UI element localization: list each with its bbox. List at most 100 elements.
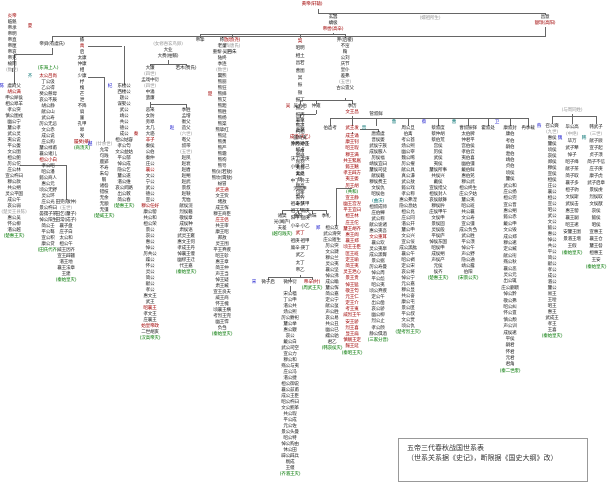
weizi-qi: 微子启 (261, 280, 274, 286)
qi-jiang-chain-entry: 乙公得 (41, 86, 55, 91)
cao-chain-entry: 曹叔振铎 (459, 126, 477, 131)
jin-chain-entry: 顷公弃疾 (369, 289, 387, 295)
song-chain-entry: 武公司空 (281, 346, 299, 351)
jin-chain-entry: 厉公寿曼 (369, 265, 387, 271)
zhou-kings-chain-entry: 懿王囏 (345, 164, 359, 170)
cao-chain-entry: 穆公武 (461, 180, 475, 185)
zhao-chain-entry: 惠文王何 (177, 240, 195, 245)
connector-line (150, 102, 151, 104)
song-chain-entry: 釐公举 (283, 322, 297, 327)
jin-chain-entry: 庄伯鱓 (371, 210, 385, 216)
connector-line (316, 110, 317, 114)
qi-jiang-chain-entry: 献公山 (41, 110, 55, 115)
shang-chain-entry: 报丁 (295, 98, 305, 104)
chu-chain-entry: 熊渠 (217, 122, 227, 127)
qin-chain-entry: 女防 (145, 114, 155, 119)
chu-chain-entry: 重黎·吴回 (212, 50, 232, 55)
qi2-chain-entry: 简公春 (117, 198, 131, 203)
leizu-note-entry: (嫘祖所生) (419, 16, 441, 21)
cao-chain-entry: 桓公终生 (459, 186, 477, 191)
yan-chain-entry: 献公 (547, 262, 557, 267)
qin-chain-entry: 宁公 (145, 180, 155, 185)
chu-chain-entry: 惠王章 (215, 260, 229, 265)
shang-chain-entry: 昌若 (295, 61, 305, 67)
wu-zhufan-entry: 夫差 (277, 226, 287, 231)
yan-chain-entry: 召公奭 (545, 124, 559, 129)
zheng-label-entry: 郑 (315, 226, 321, 231)
qin-chain-entry: 康公罃 (143, 210, 157, 215)
weiguo-chain-entry: 襄王嗣 (565, 216, 579, 221)
wei-chain-entry: 靖伯 (505, 157, 515, 163)
cai-chain-entry: 穆侯肸 (431, 204, 445, 209)
dizhi-entry: 帝挚 (195, 38, 205, 43)
connector-line (52, 36, 546, 37)
zhou-kings-chain-entry: 桓王林 (345, 214, 359, 220)
cao-chain-entry: 宣公彊 (461, 222, 475, 227)
zheng-chain-entry: 文公踕 (325, 250, 339, 255)
zhouxin-entry: 帝辛(纣) (303, 280, 321, 285)
xia-chain-entry: 履癸(桀) (73, 140, 91, 145)
cao-chain-entry: 声公野 (461, 252, 475, 257)
yan-chain-entry: 穆侯 (547, 166, 557, 171)
song-chain-entry: 剔成 (285, 460, 295, 465)
zhou-kings-chain-entry: 庄王佗 (345, 220, 359, 226)
yan-chain-entry: 成公 (547, 274, 557, 279)
wei-chain-entry: 平侯 (505, 336, 515, 342)
han-chain-entry: 襄王仓 (589, 237, 603, 242)
chu-chain-entry: 熊绎 (217, 92, 227, 97)
chu-chain-entry: 熊严 (217, 146, 227, 151)
wei-chain-entry: 昭公纠 (503, 304, 517, 310)
cao-chain-entry: 隐公通 (461, 258, 475, 263)
yan-chain-entry: 孝公 (547, 268, 557, 273)
lu-chain-entry: 康公屯 (401, 300, 415, 305)
lu-chain-entry: 穆公显 (401, 288, 415, 293)
connector-line (300, 114, 316, 115)
han-chain: 韩武子 (三世) 献子厥 宣子起 贞子须 简子不信 庄子庚 康子虎 武子启章 景侯虔 烈侯取 文侯猷哀… (586, 124, 607, 271)
qi-jiang-chain-entry: 厉公无忌 (39, 122, 57, 127)
shang-chain: 契昭明 相土 昌若 曹圉冥振微报丁 报乙 报丙 主壬 主癸 成汤(天乙) 外丙·中壬 太甲 沃丁·太庚… (290, 38, 311, 275)
jin-chain-entry: 烈公止 (371, 319, 385, 325)
zheng-chain-entry: 厉公突 (325, 244, 339, 249)
qin-chain: 恶来 女防 旁皋 太几 大骆 非子 秦侯 公伯 秦仲 庄公 襄公 文公 宁公 武公 德公 宣公 穆公任好 康公罃共… (140, 108, 161, 342)
zhao-chain-entry: (秦始皇灭) (175, 270, 197, 275)
wu-chain-entry: 夷吾 (295, 166, 305, 171)
qin-label: 秦 (134, 132, 139, 138)
song-chain-entry: 昭公杵臼 (281, 400, 299, 405)
wei-chain-entry: 嗣伯 (505, 145, 515, 151)
zheng-chain-entry: 釐公恽 (325, 286, 339, 291)
song-chain-entry: 成公王臣 (281, 394, 299, 399)
zhouxin-entry: (周武王灭) (301, 286, 323, 291)
qi2-chain-entry: 西楼公 (117, 90, 131, 95)
song-chain-entry: 景公头曼 (281, 430, 299, 435)
jin-chain-entry: 穆侯费王 (369, 180, 387, 186)
chu-chain-entry: 幽王悍 (215, 320, 229, 325)
xia-chain-entry: 禹 (79, 44, 85, 49)
lu-chain-entry: 真公濞 (401, 174, 415, 179)
chu-chain-entry: 宣王良夫 (213, 290, 231, 295)
yan-chain-entry: 文公 (547, 220, 557, 225)
weiguo-chain-entry: 安釐王圉 (563, 230, 581, 235)
wei-chain-entry: 慎公颓 (503, 317, 517, 323)
song-chain-entry: 惠公覵 (283, 328, 297, 333)
han-chain-entry: 庄子庚 (589, 167, 603, 172)
chu-label-entry: 楚 (207, 92, 213, 97)
lu-chain-entry: 昭公裯 (401, 258, 415, 263)
tongxing-note: (与周同姓) (562, 108, 583, 114)
jin-chain-entry: 献侯籍 (371, 174, 385, 180)
tianqi-chain-entry: 襄子盘 (59, 224, 73, 229)
weiguo-chain-entry: 悼子 (567, 153, 577, 158)
ranji-entry: 冉季载 (521, 126, 535, 131)
connector-line (336, 188, 352, 189)
connector-line (318, 13, 546, 14)
connector-line (150, 104, 186, 105)
song-chain-entry: 文公鲍革 (281, 406, 299, 411)
chu-chain-entry: 熊艾 (217, 98, 227, 103)
tianqi-chain-entry: 太公和 (59, 236, 73, 241)
connector-line (186, 64, 187, 66)
yandi-chain-entry: (数世) (6, 68, 18, 73)
wei-chain-entry: 怀公亶 (503, 311, 517, 317)
huoshu: 霍叔处 (481, 126, 494, 132)
zhou-kings-chain-entry: 匡王班 (345, 251, 359, 257)
jin-chain-entry: 成侯服人 (369, 150, 387, 156)
lu-chain-entry: 炀公熙 (401, 144, 415, 149)
